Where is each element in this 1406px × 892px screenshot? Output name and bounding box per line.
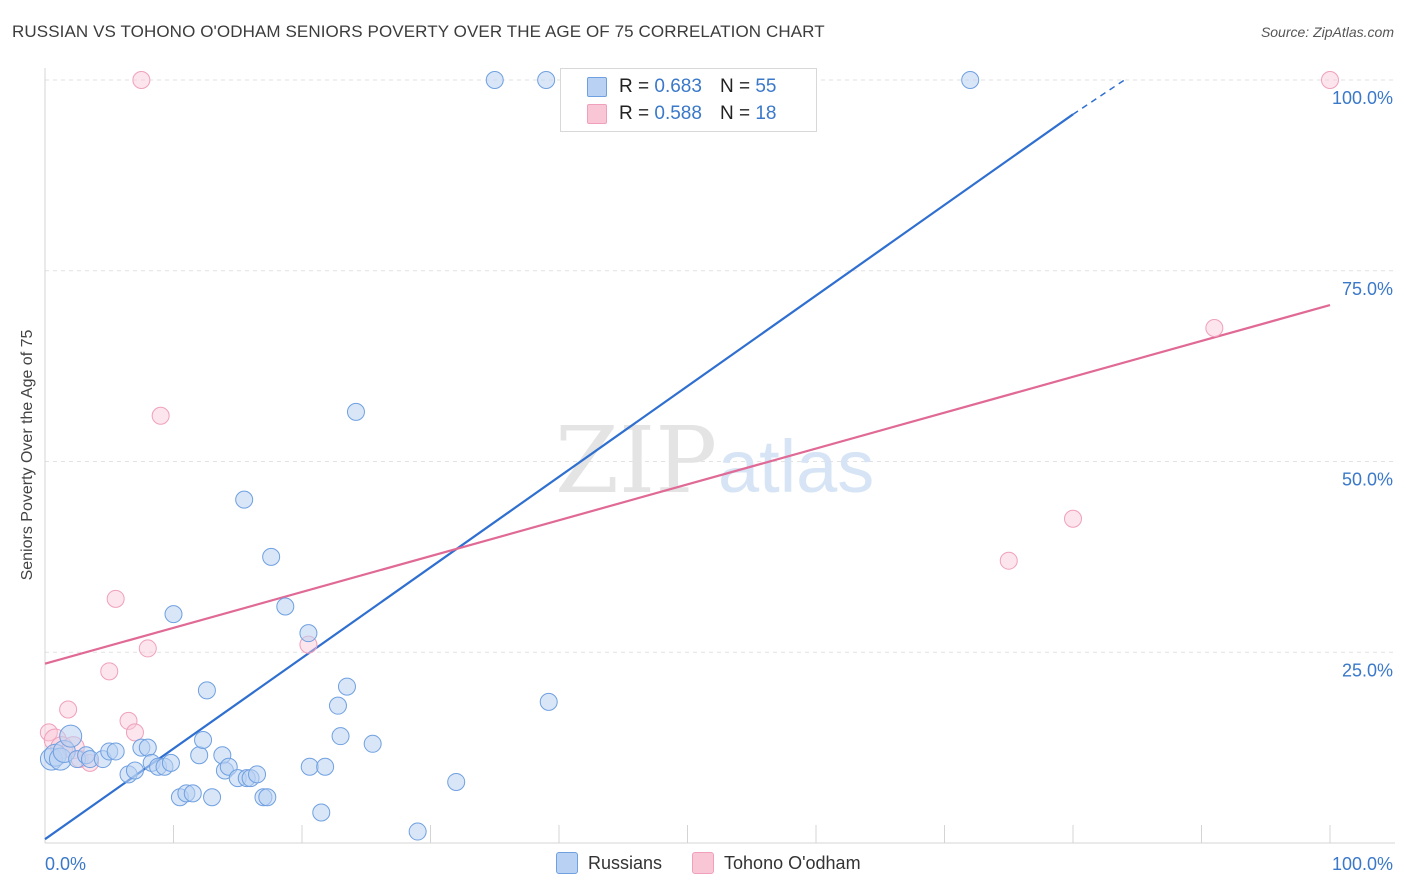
trendline-tohono — [44, 304, 1331, 665]
series-label-tohono: Tohono O'odham — [724, 852, 861, 873]
trendline-russians-extension — [1072, 79, 1125, 115]
point-russians — [203, 788, 222, 807]
point-tohono — [100, 662, 119, 681]
point-russians — [408, 822, 427, 841]
point-russians — [59, 724, 83, 748]
point-russians — [106, 742, 125, 761]
y-tick-label: 100.0% — [1332, 88, 1393, 108]
legend-row-tohono: R = 0.588 N = 18 — [587, 102, 776, 126]
legend-r-value-tohono: 0.588 — [654, 103, 702, 124]
watermark-atlas: atlas — [718, 425, 874, 508]
point-russians — [164, 605, 183, 624]
legend-swatch-tohono — [587, 104, 607, 124]
point-tohono — [59, 700, 78, 719]
point-russians — [312, 803, 331, 822]
point-tohono — [132, 71, 151, 89]
correlation-legend: R = 0.683 N = 55 R = 0.588 N = 18 — [560, 68, 817, 132]
point-tohono — [119, 711, 138, 730]
legend-n-label: N = — [719, 103, 751, 124]
y-tick-label: 50.0% — [1342, 470, 1393, 490]
legend-r-label: R = — [619, 76, 650, 97]
point-russians — [331, 727, 350, 746]
legend-swatch-russians — [587, 77, 607, 97]
legend-n-value-tohono: 18 — [755, 103, 777, 124]
point-russians — [262, 547, 281, 566]
data-points — [39, 71, 1339, 841]
point-tohono — [151, 406, 170, 425]
point-russians — [363, 734, 382, 753]
point-tohono — [106, 589, 125, 608]
point-tohono — [1205, 318, 1224, 337]
point-russians — [161, 753, 180, 772]
point-russians — [125, 761, 144, 780]
chart-title: RUSSIAN VS TOHONO O'ODHAM SENIORS POVERT… — [12, 22, 825, 41]
x-tick-label: 100.0% — [1332, 854, 1393, 874]
point-russians — [194, 730, 213, 749]
point-russians — [258, 788, 277, 807]
point-russians — [235, 490, 254, 509]
point-russians — [248, 765, 267, 784]
watermark: ZIP atlas — [555, 407, 874, 514]
point-russians — [276, 597, 295, 616]
point-russians — [346, 402, 365, 421]
point-russians — [961, 71, 980, 89]
series-legend-tohono: Tohono O'odham — [692, 852, 861, 874]
legend-row-russians: R = 0.683 N = 55 — [587, 75, 776, 99]
point-russians — [316, 757, 335, 776]
y-tick-label: 25.0% — [1342, 660, 1393, 680]
legend-n-value-russians: 55 — [755, 76, 777, 97]
series-legend: Russians Tohono O'odham — [556, 852, 891, 874]
point-russians — [299, 624, 318, 643]
point-tohono — [125, 723, 144, 742]
tick-labels: 25.0% 50.0% 75.0% 100.0% 0.0% 100.0% — [45, 88, 1393, 874]
trendline-russians — [44, 113, 1074, 841]
point-russians — [537, 71, 556, 89]
series-legend-russians: Russians — [556, 852, 662, 874]
point-russians — [138, 738, 157, 757]
point-russians — [328, 696, 347, 715]
series-swatch-tohono — [692, 852, 715, 874]
point-russians — [447, 772, 466, 791]
point-russians — [539, 692, 558, 711]
x-tick-label: 0.0% — [45, 854, 86, 874]
point-russians — [190, 746, 209, 765]
point-russians — [300, 757, 319, 776]
point-tohono — [1064, 509, 1082, 528]
point-russians — [183, 784, 202, 803]
point-tohono — [999, 551, 1018, 570]
legend-r-value-russians: 0.683 — [654, 76, 702, 97]
point-russians — [197, 681, 216, 700]
series-swatch-russians — [556, 852, 578, 874]
legend-r-label: R = — [619, 103, 650, 124]
series-label-russians: Russians — [588, 852, 663, 873]
point-tohono — [138, 639, 157, 658]
trendlines — [44, 79, 1331, 841]
point-tohono — [1321, 71, 1339, 89]
source-label: Source: ZipAtlas.com — [1260, 24, 1394, 40]
y-tick-label: 75.0% — [1342, 279, 1393, 299]
legend-n-label: N = — [719, 76, 751, 97]
point-russians — [485, 71, 504, 89]
point-russians — [337, 677, 356, 696]
